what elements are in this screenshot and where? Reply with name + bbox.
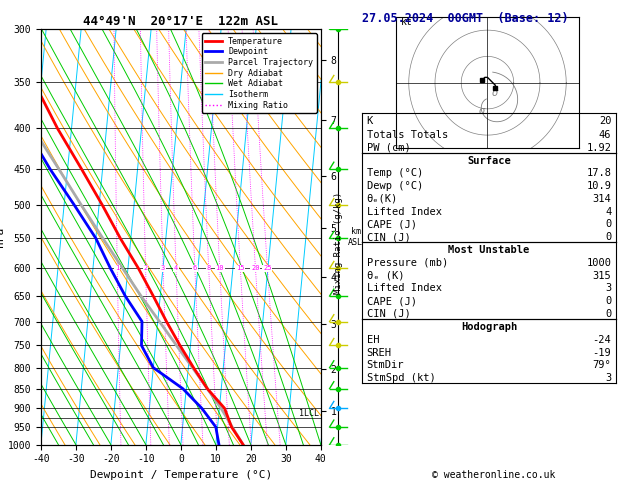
Text: 3: 3 xyxy=(605,373,611,383)
Text: 46: 46 xyxy=(599,130,611,139)
Text: 315: 315 xyxy=(593,271,611,280)
Text: 3: 3 xyxy=(161,265,165,271)
Text: 1: 1 xyxy=(115,265,120,271)
Legend: Temperature, Dewpoint, Parcel Trajectory, Dry Adiabat, Wet Adiabat, Isotherm, Mi: Temperature, Dewpoint, Parcel Trajectory… xyxy=(202,34,316,113)
Text: 25: 25 xyxy=(263,265,272,271)
Text: Dewp (°C): Dewp (°C) xyxy=(367,181,423,191)
Text: © weatheronline.co.uk: © weatheronline.co.uk xyxy=(432,470,555,480)
Text: 314: 314 xyxy=(593,194,611,204)
Text: StmSpd (kt): StmSpd (kt) xyxy=(367,373,435,383)
Text: 79°: 79° xyxy=(593,361,611,370)
Text: 0: 0 xyxy=(605,220,611,229)
Text: 2: 2 xyxy=(143,265,148,271)
Text: Mixing Ratio (g/kg): Mixing Ratio (g/kg) xyxy=(334,192,343,294)
Text: $\sigma$: $\sigma$ xyxy=(491,88,499,98)
Text: Pressure (mb): Pressure (mb) xyxy=(367,258,448,268)
X-axis label: Dewpoint / Temperature (°C): Dewpoint / Temperature (°C) xyxy=(90,470,272,480)
Text: 4: 4 xyxy=(605,207,611,217)
Text: 0: 0 xyxy=(605,309,611,319)
Text: CAPE (J): CAPE (J) xyxy=(367,220,416,229)
Text: 4: 4 xyxy=(174,265,178,271)
Text: Temp (°C): Temp (°C) xyxy=(367,169,423,178)
Text: 1LCL: 1LCL xyxy=(299,409,319,418)
Text: 10: 10 xyxy=(215,265,224,271)
Text: CAPE (J): CAPE (J) xyxy=(367,296,416,306)
Text: θₑ (K): θₑ (K) xyxy=(367,271,404,280)
Text: -24: -24 xyxy=(593,335,611,345)
Text: $\sigma$: $\sigma$ xyxy=(478,106,486,116)
Text: Most Unstable: Most Unstable xyxy=(448,245,530,255)
Title: 44°49'N  20°17'E  122m ASL: 44°49'N 20°17'E 122m ASL xyxy=(83,15,279,28)
Text: StmDir: StmDir xyxy=(367,361,404,370)
Text: 0: 0 xyxy=(605,232,611,242)
Text: 1000: 1000 xyxy=(586,258,611,268)
Text: 20: 20 xyxy=(251,265,260,271)
Text: SREH: SREH xyxy=(367,347,392,358)
Text: 1.92: 1.92 xyxy=(586,143,611,153)
Text: 8: 8 xyxy=(206,265,211,271)
Text: Hodograph: Hodograph xyxy=(461,322,517,332)
Text: CIN (J): CIN (J) xyxy=(367,309,411,319)
Y-axis label: hPa: hPa xyxy=(0,227,5,247)
Text: -19: -19 xyxy=(593,347,611,358)
Text: 6: 6 xyxy=(192,265,197,271)
Text: Lifted Index: Lifted Index xyxy=(367,283,442,294)
Text: CIN (J): CIN (J) xyxy=(367,232,411,242)
Text: Lifted Index: Lifted Index xyxy=(367,207,442,217)
Text: 10.9: 10.9 xyxy=(586,181,611,191)
Text: EH: EH xyxy=(367,335,379,345)
Text: 0: 0 xyxy=(605,296,611,306)
Text: Totals Totals: Totals Totals xyxy=(367,130,448,139)
Text: θₑ(K): θₑ(K) xyxy=(367,194,398,204)
Y-axis label: km
ASL: km ASL xyxy=(348,227,364,246)
Text: 15: 15 xyxy=(236,265,245,271)
Text: 17.8: 17.8 xyxy=(586,169,611,178)
Text: 3: 3 xyxy=(605,283,611,294)
Text: kt: kt xyxy=(401,17,413,27)
Text: 27.05.2024  00GMT  (Base: 12): 27.05.2024 00GMT (Base: 12) xyxy=(362,12,568,25)
Text: PW (cm): PW (cm) xyxy=(367,143,411,153)
Text: K: K xyxy=(367,117,373,126)
Text: 20: 20 xyxy=(599,117,611,126)
Text: Surface: Surface xyxy=(467,156,511,166)
